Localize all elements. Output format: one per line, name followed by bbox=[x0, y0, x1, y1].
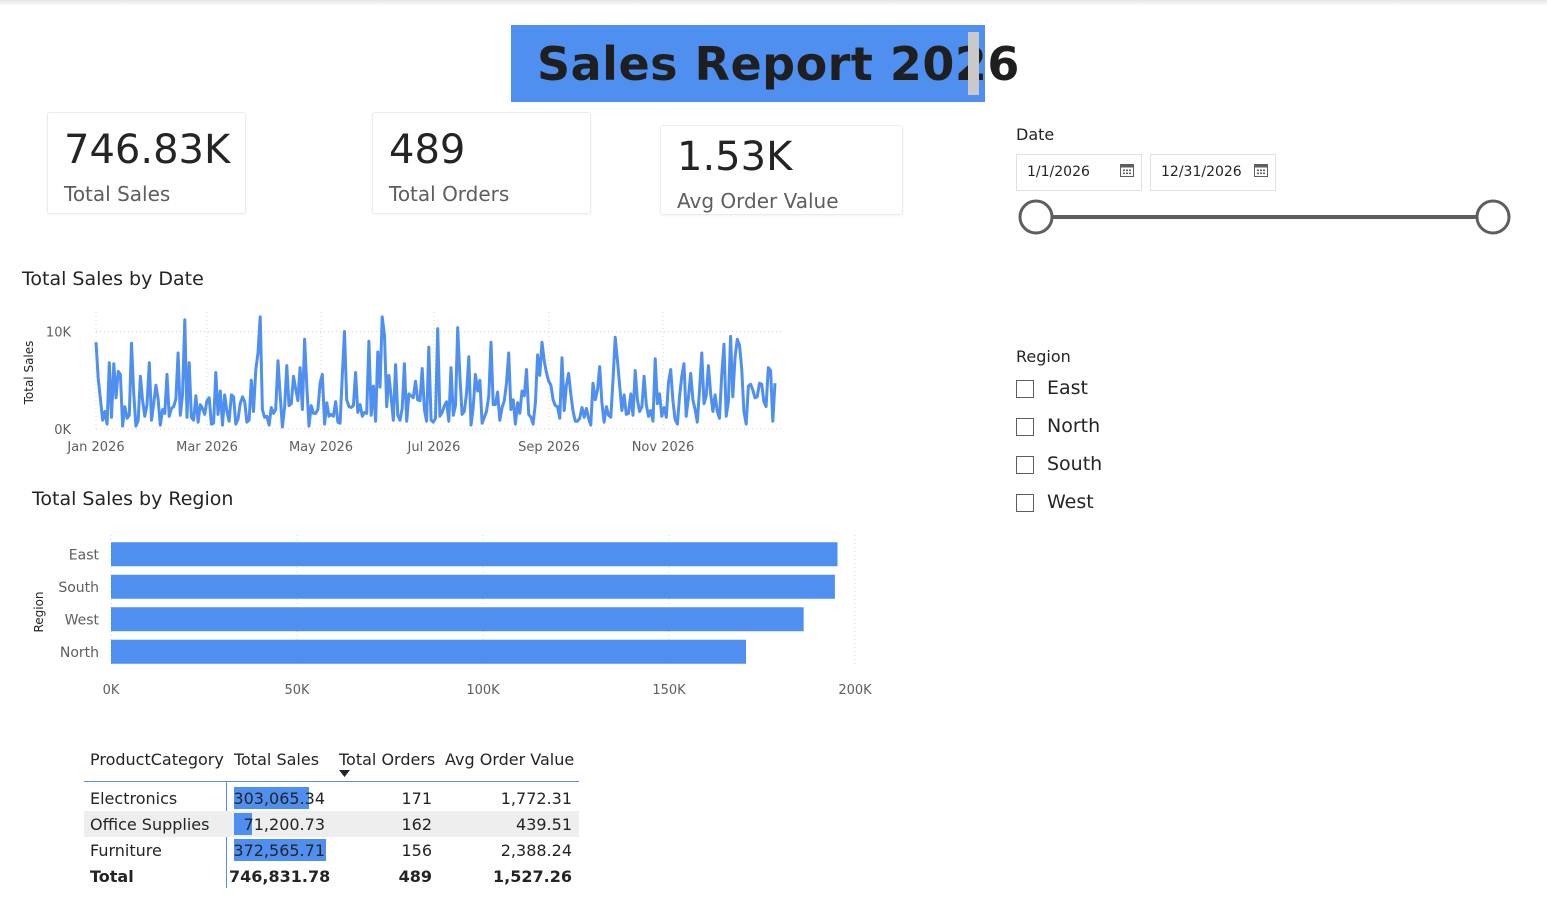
region-bar[interactable] bbox=[111, 607, 804, 632]
x-tick-label: 50K bbox=[284, 683, 310, 698]
y-tick-label: East bbox=[69, 547, 100, 563]
avg-order-value-cell: 1,772.31 bbox=[500, 789, 572, 808]
card-avg-order-value[interactable]: 1.53K Avg Order Value bbox=[660, 125, 903, 215]
x-tick-label: Jul 2026 bbox=[407, 440, 461, 455]
category-cell: Furniture bbox=[90, 841, 162, 860]
category-cell: Office Supplies bbox=[90, 815, 210, 834]
sort-descending-icon[interactable] bbox=[339, 770, 351, 778]
y-axis-label: Region bbox=[32, 591, 46, 632]
total-orders-cell: 171 bbox=[401, 789, 432, 808]
line-chart[interactable]: Jan 2026 Mar 2026 May 2026 Jul 2026 Sep 2026… bbox=[15, 300, 795, 465]
table-row[interactable]: Furniture 372,565.71 156 2,388.24 bbox=[84, 837, 579, 863]
start-date-value: 1/1/2026 bbox=[1027, 164, 1090, 180]
checkbox[interactable] bbox=[1016, 418, 1034, 436]
table-row[interactable]: Office Supplies 71,200.73 162 439.51 bbox=[84, 811, 579, 837]
text-cursor bbox=[968, 32, 979, 95]
line-chart-title: Total Sales by Date bbox=[22, 268, 204, 290]
x-tick-label: May 2026 bbox=[289, 440, 353, 455]
region-bar[interactable] bbox=[111, 574, 835, 599]
y-tick-label: 10K bbox=[46, 326, 72, 341]
calendar-icon[interactable] bbox=[1120, 163, 1134, 177]
avg-order-value-cell: 1,527.26 bbox=[493, 867, 572, 886]
region-option-label: East bbox=[1047, 377, 1088, 399]
column-header-category[interactable]: ProductCategory bbox=[90, 750, 224, 769]
report-title-box[interactable]: Sales Report 2026 bbox=[511, 25, 1019, 102]
date-slicer-title: Date bbox=[1016, 125, 1055, 144]
avg-order-value-cell: 439.51 bbox=[516, 815, 572, 834]
table-row[interactable]: Electronics 303,065.34 171 1,772.31 bbox=[84, 785, 579, 811]
total-orders-cell: 162 bbox=[401, 815, 432, 834]
column-header-total-sales[interactable]: Total Sales bbox=[234, 750, 320, 769]
series-line[interactable] bbox=[94, 315, 777, 429]
x-tick-label: Sep 2026 bbox=[518, 440, 580, 455]
y-tick-label: North bbox=[60, 645, 99, 661]
x-tick-label: 100K bbox=[466, 683, 500, 698]
region-option-label: West bbox=[1047, 491, 1094, 513]
total-sales-cell: 372,565.71 bbox=[233, 841, 325, 860]
x-tick-label: 150K bbox=[652, 683, 686, 698]
card-total-sales[interactable]: 746.83K Total Sales bbox=[47, 112, 246, 214]
total-label-cell: Total bbox=[90, 867, 134, 886]
top-shadow bbox=[0, 0, 1547, 6]
calendar-icon[interactable] bbox=[1254, 163, 1268, 177]
total-sales-cell: 71,200.73 bbox=[243, 815, 325, 834]
sales-databar bbox=[234, 787, 309, 809]
slider-handle-start[interactable] bbox=[1018, 199, 1054, 235]
total-orders-cell: 489 bbox=[398, 867, 432, 886]
region-bar[interactable] bbox=[111, 639, 747, 664]
card-label: Total Orders bbox=[389, 182, 510, 206]
total-sales-cell: 303,065.34 bbox=[233, 789, 325, 808]
x-tick-label: Jan 2026 bbox=[66, 440, 124, 455]
checkbox[interactable] bbox=[1016, 456, 1034, 474]
sales-databar bbox=[234, 813, 252, 835]
card-label: Total Sales bbox=[64, 182, 171, 206]
region-slicer-title: Region bbox=[1016, 347, 1071, 366]
region-option-label: South bbox=[1047, 453, 1103, 475]
card-label: Avg Order Value bbox=[677, 189, 839, 213]
header-divider bbox=[84, 781, 579, 782]
slider-handle-end[interactable] bbox=[1475, 199, 1511, 235]
card-value: 1.53K bbox=[677, 134, 793, 180]
report-title: Sales Report 2026 bbox=[537, 37, 1020, 91]
y-axis-label: Total Sales bbox=[22, 341, 36, 406]
column-header-total-orders[interactable]: Total Orders bbox=[339, 750, 436, 769]
total-sales-cell: 746,831.78 bbox=[229, 867, 331, 886]
bar-chart[interactable]: 0K 50K 100K 150K 200K East South West North Regio… bbox=[25, 525, 895, 705]
card-value: 746.83K bbox=[64, 127, 231, 173]
checkbox[interactable] bbox=[1016, 494, 1034, 512]
region-option-label: North bbox=[1047, 415, 1101, 437]
x-tick-label: Mar 2026 bbox=[176, 440, 238, 455]
x-tick-label: Nov 2026 bbox=[632, 440, 695, 455]
table-total-row: Total 746,831.78 489 1,527.26 bbox=[84, 863, 579, 889]
region-bar[interactable] bbox=[111, 542, 838, 567]
bar-chart-title: Total Sales by Region bbox=[32, 488, 234, 510]
avg-order-value-cell: 2,388.24 bbox=[500, 841, 572, 860]
column-header-avg-order-value[interactable]: Avg Order Value bbox=[445, 750, 575, 769]
end-date-input[interactable]: 12/31/2026 bbox=[1150, 154, 1276, 191]
y-tick-label: South bbox=[58, 580, 99, 596]
card-total-orders[interactable]: 489 Total Orders bbox=[372, 112, 591, 214]
checkbox[interactable] bbox=[1016, 380, 1034, 398]
y-tick-label: West bbox=[65, 612, 100, 628]
x-tick-label: 0K bbox=[103, 683, 120, 698]
sales-databar bbox=[234, 839, 326, 861]
y-tick-label: 0K bbox=[54, 423, 71, 438]
card-value: 489 bbox=[389, 127, 466, 173]
x-tick-label: 200K bbox=[838, 683, 872, 698]
category-cell: Electronics bbox=[90, 789, 178, 808]
start-date-input[interactable]: 1/1/2026 bbox=[1016, 154, 1142, 191]
date-range-slider[interactable] bbox=[1010, 196, 1520, 238]
end-date-value: 12/31/2026 bbox=[1161, 164, 1242, 180]
total-orders-cell: 156 bbox=[401, 841, 432, 860]
